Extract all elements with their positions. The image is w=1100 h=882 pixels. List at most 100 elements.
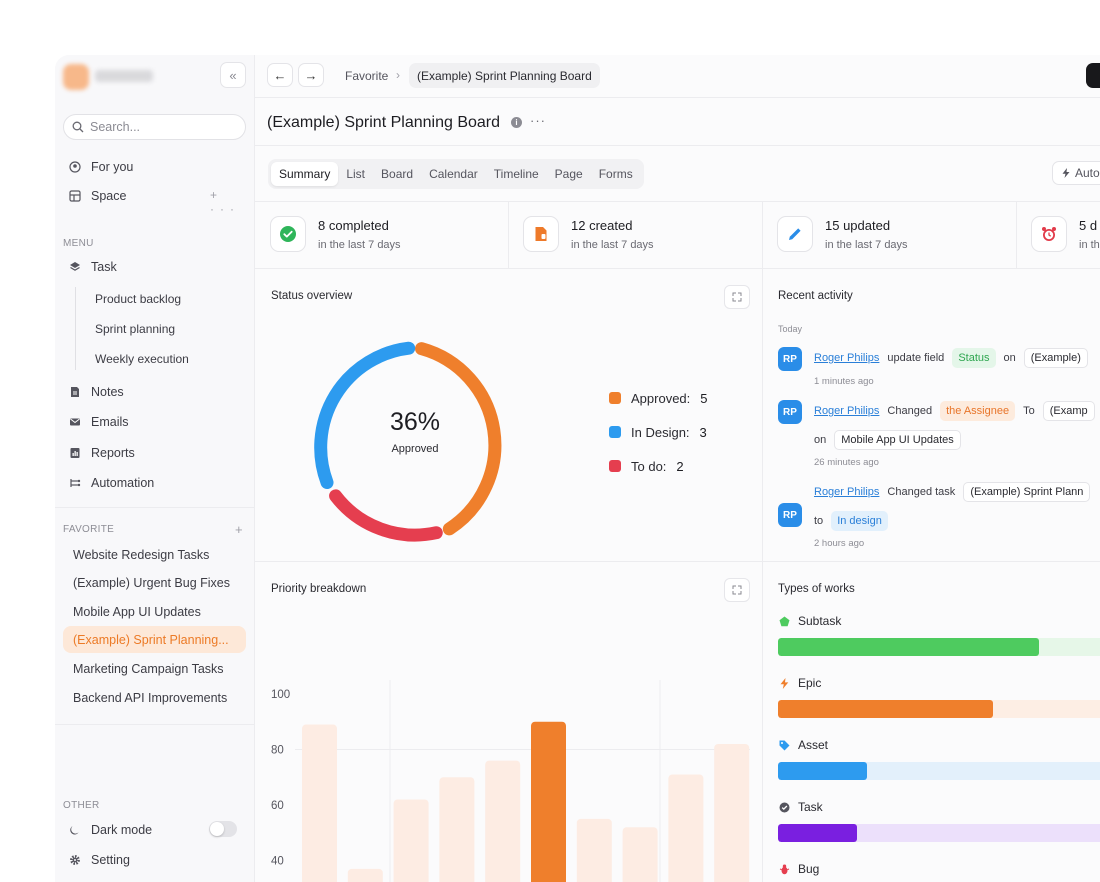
sidebar-item-notes[interactable]: Notes <box>69 381 124 403</box>
space-actions[interactable]: + ··· <box>210 188 240 216</box>
more-options-icon[interactable]: ··· <box>530 113 546 128</box>
chart-bar[interactable] <box>485 760 521 882</box>
chart-bar[interactable] <box>347 868 383 882</box>
automation-button[interactable]: Auto <box>1052 161 1100 185</box>
menu-section-label: MENU <box>63 238 94 249</box>
favorite-item[interactable]: (Example) Urgent Bug Fixes <box>73 575 231 590</box>
assignee-chip[interactable]: the Assignee <box>940 401 1016 421</box>
avatar[interactable]: RP <box>778 503 802 527</box>
favorite-item[interactable]: Website Redesign Tasks <box>73 547 210 562</box>
activity-entry: Roger Philips update field Status on (Ex… <box>814 347 1096 369</box>
status-chip[interactable]: In design <box>831 511 888 531</box>
collapse-sidebar-button[interactable]: « <box>220 62 246 88</box>
legend-label: Approved: <box>631 390 691 406</box>
tab-board[interactable]: Board <box>381 167 414 181</box>
sidebar-item-reports[interactable]: Reports <box>69 442 135 464</box>
user-circle-icon <box>69 161 81 173</box>
stat-title: 12 created <box>571 217 633 233</box>
forward-button[interactable]: → <box>298 63 324 87</box>
expand-priority-button[interactable] <box>724 578 750 602</box>
tab-timeline[interactable]: Timeline <box>493 167 539 181</box>
add-favorite-button[interactable]: + <box>235 522 243 537</box>
favorite-item[interactable]: Marketing Campaign Tasks <box>73 661 224 676</box>
task-chip[interactable]: (Examp <box>1042 401 1095 421</box>
stat-subtitle: in the last 7 days <box>318 238 401 251</box>
y-tick-label: 40 <box>271 856 284 868</box>
stat-title: 8 completed <box>318 217 389 233</box>
chart-bar[interactable] <box>531 721 566 882</box>
work-type-bar-fill <box>778 762 868 780</box>
activity-day-label: Today <box>778 324 803 334</box>
back-button[interactable]: ← <box>267 63 293 87</box>
activity-entry-line2: on Mobile App UI Updates <box>814 429 969 451</box>
work-type-label: Subtask <box>798 614 842 628</box>
expand-status-button[interactable] <box>724 285 750 309</box>
favorite-item[interactable]: Mobile App UI Updates <box>73 604 201 619</box>
search-input[interactable] <box>90 120 240 134</box>
legend-item-approved: Approved: 5 <box>609 389 708 407</box>
chart-bar[interactable] <box>302 724 337 882</box>
legend-value: 2 <box>676 458 684 474</box>
pentagon-icon <box>779 616 790 626</box>
lightning-icon <box>1062 168 1070 178</box>
favorite-item-active[interactable]: (Example) Sprint Planning... <box>63 626 246 653</box>
sidebar-item-emails[interactable]: Emails <box>69 411 129 433</box>
chart-bar[interactable] <box>393 799 429 882</box>
sidebar-item-automation[interactable]: Automation <box>69 472 154 494</box>
legend-label: In Design: <box>631 424 690 440</box>
sidebar-item-label: Automation <box>91 476 155 490</box>
status-chip[interactable]: Status <box>952 348 996 368</box>
sidebar-item-label: Reports <box>91 446 135 460</box>
legend-swatch <box>609 426 621 438</box>
search-box[interactable] <box>63 114 246 140</box>
favorite-item[interactable]: Backend API Improvements <box>73 690 228 705</box>
tab-forms[interactable]: Forms <box>598 167 633 181</box>
task-chip[interactable]: (Example) <box>1023 348 1088 368</box>
primary-action-button[interactable] <box>1086 63 1100 88</box>
work-type-asset: Asset <box>779 737 828 753</box>
dark-mode-toggle[interactable] <box>209 821 237 837</box>
topbar-divider <box>255 97 1100 98</box>
sidebar-item-dark-mode: Dark mode <box>69 819 152 841</box>
activity-user-link[interactable]: Roger Philips <box>814 486 880 498</box>
avatar[interactable]: RP <box>778 400 802 424</box>
breadcrumb-parent[interactable]: Favorite <box>345 69 389 83</box>
tab-page[interactable]: Page <box>554 167 583 181</box>
automation-button-label: Auto <box>1075 166 1100 180</box>
project-chip[interactable]: Mobile App UI Updates <box>834 430 961 450</box>
work-type-subtask: Subtask <box>779 613 841 629</box>
chart-bar[interactable] <box>576 818 612 882</box>
y-tick-label: 100 <box>271 689 290 701</box>
sidebar-subitem-weekly-execution[interactable]: Weekly execution <box>95 352 189 366</box>
activity-user-link[interactable]: Roger Philips <box>814 405 880 417</box>
tab-list[interactable]: List <box>346 167 366 181</box>
tab-summary[interactable]: Summary <box>271 162 339 186</box>
sidebar-item-for-you[interactable]: For you <box>69 156 133 178</box>
stat-created: 12 created in the last 7 days <box>523 214 654 254</box>
sidebar-item-label: Setting <box>91 853 130 867</box>
sidebar-subitem-sprint-planning[interactable]: Sprint planning <box>95 322 176 336</box>
sidebar-item-task[interactable]: Task <box>69 256 117 278</box>
chart-bar[interactable] <box>714 743 750 882</box>
stats-divider <box>255 268 1100 269</box>
stat-due: 5 d in th <box>1031 214 1100 254</box>
sidebar-subitem-product-backlog[interactable]: Product backlog <box>95 292 182 306</box>
work-type-label: Epic <box>798 676 822 690</box>
breadcrumb-current[interactable]: (Example) Sprint Planning Board <box>409 63 600 88</box>
status-overview-title: Status overview <box>271 290 353 302</box>
activity-user-link[interactable]: Roger Philips <box>814 352 880 364</box>
task-chip[interactable]: (Example) Sprint Plann <box>963 482 1091 502</box>
sidebar: « For you Space + ··· MENU Task Product … <box>55 55 255 882</box>
sidebar-item-space[interactable]: Space <box>69 185 126 207</box>
column-divider <box>762 268 763 882</box>
sidebar-item-setting[interactable]: Setting <box>69 849 130 871</box>
types-of-works-title: Types of works <box>778 583 855 595</box>
info-icon[interactable]: i <box>511 117 522 128</box>
activity-time: 1 minutes ago <box>814 376 874 387</box>
avatar[interactable]: RP <box>778 347 802 371</box>
sidebar-divider <box>55 507 255 508</box>
chart-bar[interactable] <box>622 827 658 882</box>
tab-calendar[interactable]: Calendar <box>429 167 478 181</box>
chart-bar[interactable] <box>668 774 704 882</box>
chart-bar[interactable] <box>439 777 475 882</box>
